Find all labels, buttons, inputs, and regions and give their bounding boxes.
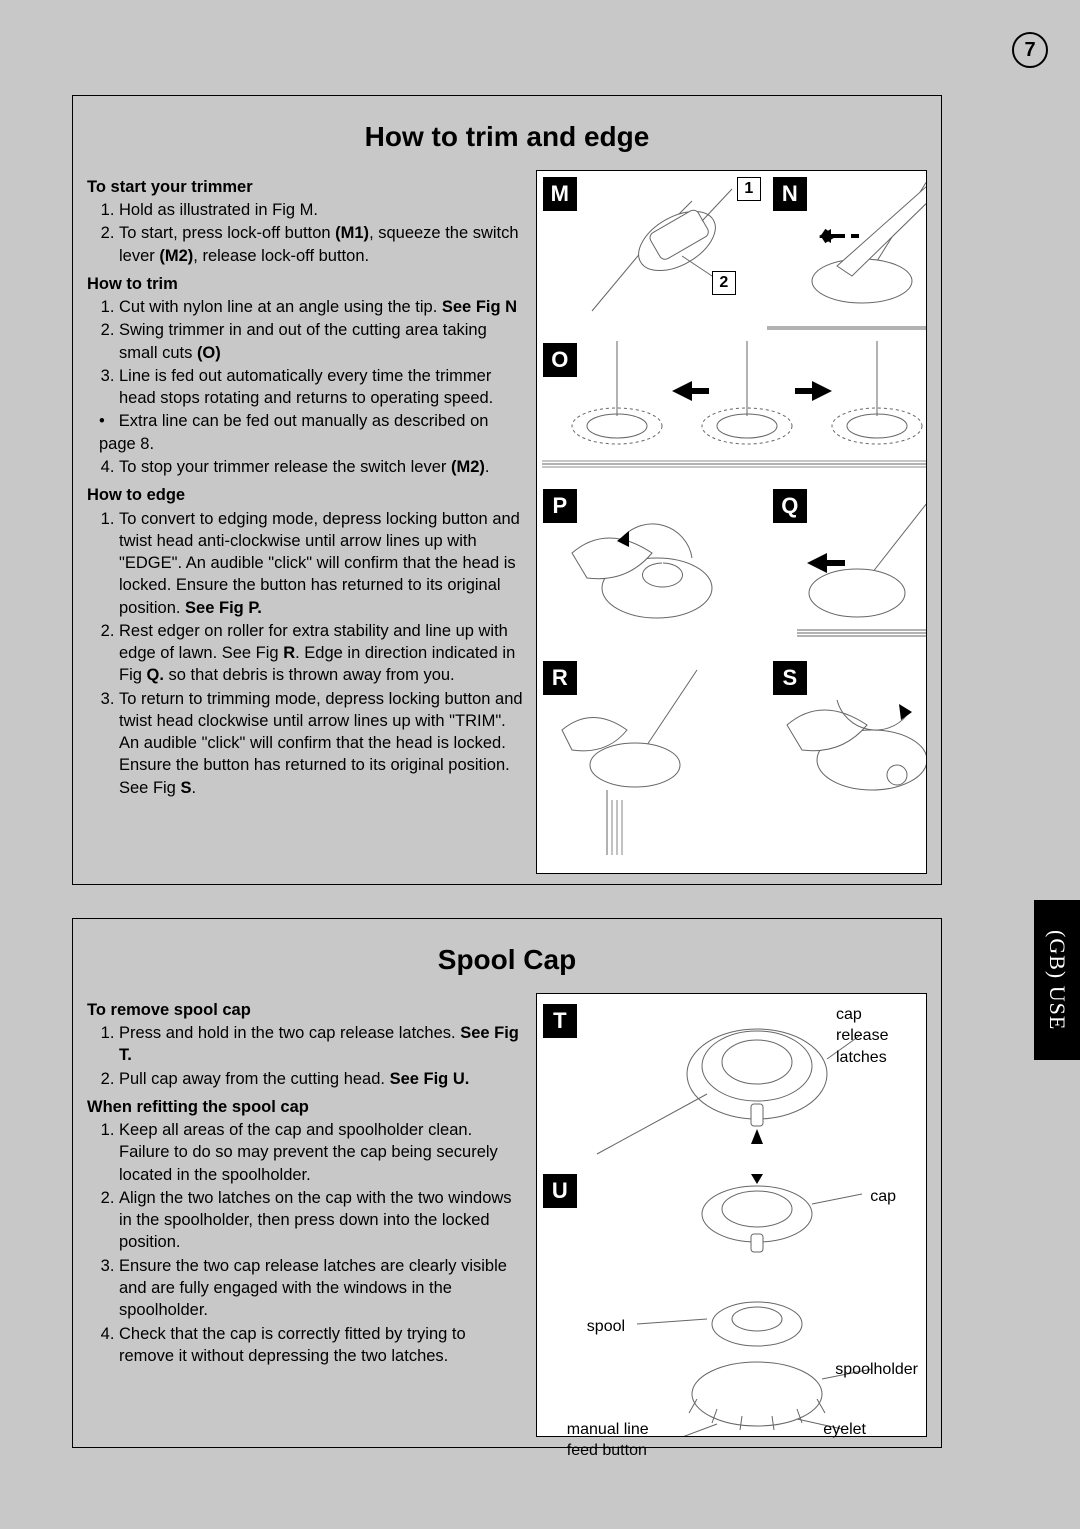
list-item: Hold as illustrated in Fig M. (119, 199, 524, 221)
list-item: Keep all areas of the cap and spoolholde… (119, 1119, 524, 1186)
label-spool: spool (587, 1316, 625, 1338)
list-item: To stop your trimmer release the switch … (119, 456, 524, 478)
label-eyelet: eyelet (823, 1419, 866, 1441)
section-spool-cap: Spool Cap To remove spool cap Press and … (72, 918, 942, 1448)
list-item: Cut with nylon line at an angle using th… (119, 296, 524, 318)
refit-list: Keep all areas of the cap and spoolholde… (87, 1119, 524, 1367)
subhead-how-to-trim: How to trim (87, 273, 524, 295)
fig-p-q-sketch (537, 483, 926, 643)
list-item: Ensure the two cap release latches are c… (119, 1255, 524, 1322)
start-list: Hold as illustrated in Fig M. To start, … (87, 199, 524, 267)
list-item: Align the two latches on the cap with th… (119, 1187, 524, 1254)
figures-column-2: T U (536, 993, 927, 1437)
list-item: Extra line can be fed out manually as de… (99, 410, 524, 455)
side-tab-gb-use: (GB) USE (1034, 900, 1080, 1060)
list-item: Swing trimmer in and out of the cutting … (119, 319, 524, 364)
subhead-remove-cap: To remove spool cap (87, 999, 524, 1021)
fig-r-s-sketch (537, 655, 926, 855)
fig-o-sketch (537, 336, 926, 476)
list-item: Check that the cap is correctly fitted b… (119, 1323, 524, 1368)
remove-list: Press and hold in the two cap release la… (87, 1022, 524, 1090)
page-number: 7 (1012, 32, 1048, 68)
list-item: To return to trimming mode, depress lock… (119, 688, 524, 799)
list-item: Press and hold in the two cap release la… (119, 1022, 524, 1067)
label-manual-line-feed: manual line feed button (567, 1419, 677, 1462)
trim-list: Cut with nylon line at an angle using th… (87, 296, 524, 409)
list-item: To start, press lock-off button (M1), sq… (119, 222, 524, 267)
label-spoolholder: spoolholder (835, 1359, 918, 1381)
subhead-how-to-edge: How to edge (87, 484, 524, 506)
label-cap: cap (870, 1186, 896, 1208)
instructions-column: To remove spool cap Press and hold in th… (87, 993, 524, 1437)
label-cap-release-latches: cap release latches (836, 1004, 916, 1069)
section-title: Spool Cap (73, 919, 941, 993)
list-item: To convert to edging mode, depress locki… (119, 508, 524, 619)
figures-column-1: M 1 2 N (536, 170, 927, 874)
list-item: Rest edger on roller for extra stability… (119, 620, 524, 687)
section-title: How to trim and edge (73, 96, 941, 170)
subhead-refit-cap: When refitting the spool cap (87, 1096, 524, 1118)
section-trim-edge: How to trim and edge To start your trimm… (72, 95, 942, 885)
trim-list-cont: To stop your trimmer release the switch … (87, 456, 524, 478)
list-item: Pull cap away from the cutting head. See… (119, 1068, 524, 1090)
trim-bullet: Extra line can be fed out manually as de… (87, 410, 524, 455)
fig-m-n-sketch (537, 171, 926, 331)
list-item: Line is fed out automatically every time… (119, 365, 524, 410)
instructions-column: To start your trimmer Hold as illustrate… (87, 170, 524, 874)
subhead-start-trimmer: To start your trimmer (87, 176, 524, 198)
edge-list: To convert to edging mode, depress locki… (87, 508, 524, 799)
